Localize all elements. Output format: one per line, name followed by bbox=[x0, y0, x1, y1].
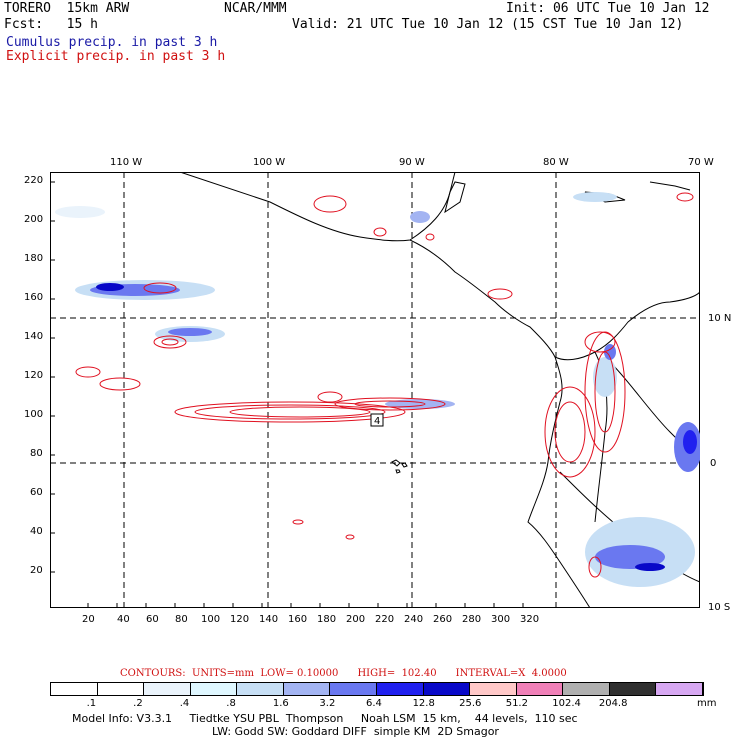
legend-swatch bbox=[377, 683, 424, 695]
legend-label: .4 bbox=[179, 698, 190, 709]
legend-label: 12.8 bbox=[412, 698, 435, 709]
mexico-coast bbox=[179, 172, 456, 242]
legend-swatch bbox=[144, 683, 191, 695]
x-tick-label: 100 bbox=[201, 614, 221, 625]
model-title: TORERO 15km ARW bbox=[4, 1, 130, 16]
legend-swatch bbox=[423, 683, 471, 695]
puerto-rico bbox=[649, 181, 691, 191]
legend-swatch bbox=[97, 683, 145, 695]
legend-swatch bbox=[283, 683, 331, 695]
legend-label: 51.2 bbox=[505, 698, 528, 709]
lat-label-0: 0 bbox=[710, 458, 717, 469]
contour-label-box bbox=[370, 413, 384, 427]
legend-label: 204.8 bbox=[598, 698, 628, 709]
x-tick-label: 80 bbox=[175, 614, 188, 625]
explicit-precip bbox=[75, 192, 694, 578]
y-tick-label: 80 bbox=[30, 448, 43, 459]
x-tick-label: 260 bbox=[433, 614, 453, 625]
legend-unit: mm bbox=[697, 698, 717, 709]
legend-label: 1.6 bbox=[272, 698, 289, 709]
legend-label: .1 bbox=[86, 698, 97, 709]
y-tick-label: 120 bbox=[24, 370, 44, 381]
lon-label-70w: 70 W bbox=[688, 157, 714, 168]
y-tick-label: 160 bbox=[24, 292, 44, 303]
x-tick-label: 140 bbox=[259, 614, 279, 625]
legend-swatch bbox=[656, 683, 703, 695]
map-frame bbox=[50, 172, 700, 608]
x-tick-label: 120 bbox=[230, 614, 250, 625]
legend-label: 25.6 bbox=[459, 698, 482, 709]
y-tick-label: 40 bbox=[30, 526, 43, 537]
y-tick-label: 60 bbox=[30, 487, 43, 498]
x-tick-label: 300 bbox=[491, 614, 511, 625]
x-tick-label: 60 bbox=[146, 614, 159, 625]
legend-swatch bbox=[563, 683, 610, 695]
belize-guatemala bbox=[444, 181, 466, 214]
contour-info: CONTOURS: UNITS=mm LOW= 0.10000 HIGH= 10… bbox=[120, 668, 567, 679]
x-tick-label: 200 bbox=[346, 614, 366, 625]
legend-swatch bbox=[330, 683, 377, 695]
model-info-line-2: LW: Godd SW: Goddard DIFF simple KM 2D S… bbox=[212, 725, 499, 738]
contour-label: 4 bbox=[374, 416, 380, 427]
lat-lon-grid bbox=[50, 172, 700, 608]
south-america-coast bbox=[527, 356, 591, 608]
legend-swatch bbox=[51, 683, 98, 695]
legend-swatch bbox=[609, 683, 657, 695]
precipitation-map: 4 bbox=[50, 172, 700, 608]
x-tick-label: 220 bbox=[375, 614, 395, 625]
init-time: Init: 06 UTC Tue 10 Jan 12 bbox=[506, 1, 710, 16]
org-label: NCAR/MMM bbox=[224, 1, 287, 16]
y-tick-label: 140 bbox=[24, 331, 44, 342]
x-tick-label: 40 bbox=[117, 614, 130, 625]
x-tick-label: 160 bbox=[288, 614, 308, 625]
y-tick-label: 100 bbox=[24, 409, 44, 420]
legend-label: 102.4 bbox=[552, 698, 581, 709]
lon-label-80w: 80 W bbox=[543, 157, 569, 168]
galapagos-islands bbox=[391, 459, 408, 474]
precip-color-legend bbox=[50, 682, 704, 696]
x-tick-label: 280 bbox=[462, 614, 482, 625]
lon-label-100w: 100 W bbox=[253, 157, 286, 168]
y-tick-label: 200 bbox=[24, 214, 44, 225]
x-tick-label: 240 bbox=[404, 614, 424, 625]
legend-label: 3.2 bbox=[319, 698, 336, 709]
y-tick-label: 20 bbox=[30, 565, 43, 576]
lat-label-10s: 10 S bbox=[708, 602, 731, 613]
y-tick-label: 180 bbox=[24, 253, 44, 264]
x-tick-label: 20 bbox=[82, 614, 95, 625]
legend-label: .8 bbox=[226, 698, 236, 709]
lat-label-10n: 10 N bbox=[708, 313, 732, 324]
x-tick-label: 180 bbox=[317, 614, 337, 625]
y-tick-label: 220 bbox=[24, 175, 44, 186]
legend-swatch bbox=[470, 683, 517, 695]
lon-label-90w: 90 W bbox=[399, 157, 425, 168]
x-tick-label: 320 bbox=[520, 614, 540, 625]
legend-swatch bbox=[516, 683, 564, 695]
model-info-line-1: Model Info: V3.3.1 Tiedtke YSU PBL Thomp… bbox=[72, 712, 578, 725]
lon-label-110w: 110 W bbox=[110, 157, 143, 168]
explicit-precip-label: Explicit precip. in past 3 h bbox=[6, 49, 226, 64]
legend-swatch bbox=[237, 683, 284, 695]
valid-time: Valid: 21 UTC Tue 10 Jan 12 (15 CST Tue … bbox=[292, 17, 684, 32]
forecast-hour: Fcst: 15 h bbox=[4, 17, 98, 32]
legend-swatch bbox=[190, 683, 238, 695]
axis-ticks bbox=[50, 181, 524, 608]
legend-label: 6.4 bbox=[366, 698, 382, 709]
cumulus-precip-label: Cumulus precip. in past 3 h bbox=[6, 35, 218, 50]
legend-label: .2 bbox=[133, 698, 143, 709]
